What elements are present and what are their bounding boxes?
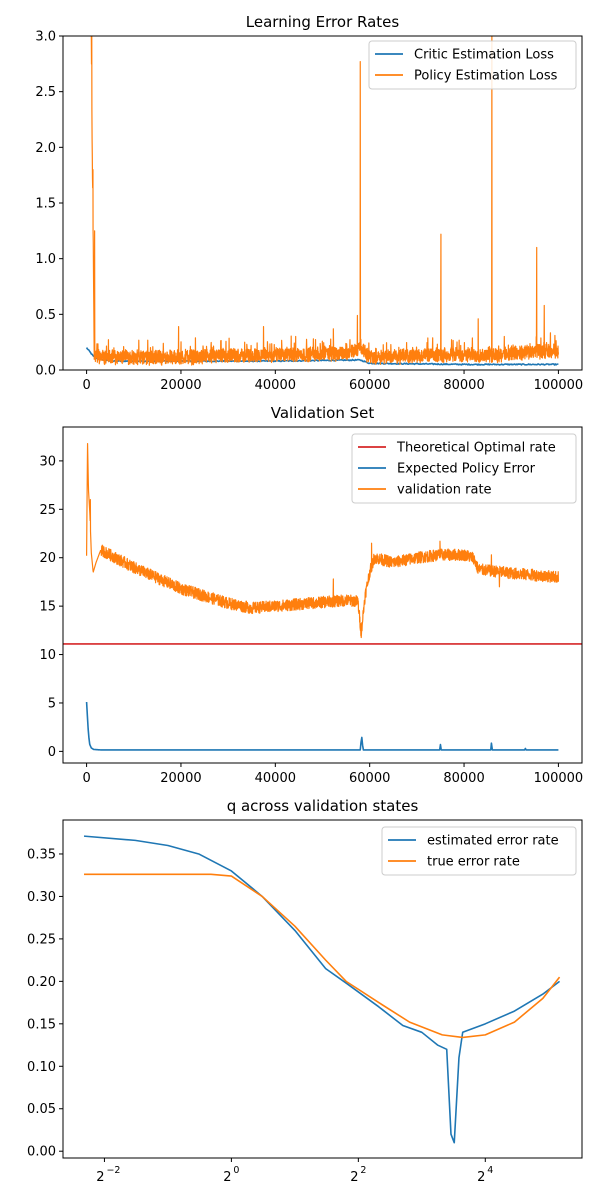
y-tick-label: 10: [39, 648, 56, 663]
series-line-true-error-rate: [84, 873, 561, 1039]
y-tick-label: 3.0: [35, 30, 56, 45]
x-tick-label-exponent: 2: [360, 1165, 366, 1176]
chart-title: Learning Error Rates: [246, 13, 400, 31]
y-tick-label: 0.0: [35, 364, 56, 379]
legend-box: [351, 433, 577, 504]
y-tick-label: 0.25: [27, 932, 56, 947]
x-tick-label: 100000: [534, 771, 584, 786]
x-tick-label: 60000: [349, 771, 390, 786]
y-tick-label: 0.05: [27, 1102, 56, 1117]
y-tick-label: 20: [39, 551, 56, 566]
series-line-expected-policy-error: [85, 701, 559, 751]
legend-box: [368, 40, 577, 90]
legend: estimated error rate true error rate: [381, 826, 577, 876]
x-tick-label: 20000: [160, 771, 201, 786]
x-tick-label: 40000: [255, 771, 296, 786]
y-tick-label: 0.30: [27, 890, 56, 905]
y-tick-label: 0.35: [27, 847, 56, 862]
legend-label: Theoretical Optimal rate: [396, 441, 556, 456]
x-tick-label-exponent: −2: [106, 1165, 120, 1176]
x-tick-label: 40000: [255, 378, 296, 393]
legend: Critic Estimation Loss Policy Estimation …: [368, 40, 577, 90]
series-line-policy-estimation-loss: [90, 36, 560, 366]
x-tick-label: 60000: [349, 378, 390, 393]
series-line-estimated-error-rate: [83, 835, 561, 1144]
x-tick-label: 80000: [443, 378, 484, 393]
x-tick-label: 100000: [534, 378, 584, 393]
series-line-validation-rate: [85, 442, 560, 639]
x-tick-label: 2: [477, 1170, 485, 1185]
y-tick-label: 0.15: [27, 1017, 56, 1032]
chart-panel-1: Learning Error Rates 0.0 0.5 1.0 1.5 2.0 2.5 3.…: [35, 13, 583, 393]
legend-box: [381, 826, 577, 876]
plot-area: [83, 835, 561, 1144]
plot-area: [85, 36, 560, 366]
y-tick-label: 2.0: [35, 141, 56, 156]
x-tick-label: 80000: [443, 771, 484, 786]
y-tick-label: 0.5: [35, 308, 56, 323]
y-tick-label: 25: [39, 503, 56, 518]
chart-title: q across validation states: [227, 797, 419, 815]
y-tick-label: 1.5: [35, 197, 56, 212]
legend-label: true error rate: [427, 855, 520, 870]
x-tick-label: 20000: [160, 378, 201, 393]
y-tick-label: 0.00: [27, 1145, 56, 1160]
y-tick-label: 0.10: [27, 1060, 56, 1075]
chart-panel-3: q across validation states 0.00 0.05 0.10 0.…: [27, 797, 583, 1185]
axes-frame: [62, 426, 583, 764]
y-tick-label: 30: [39, 454, 56, 469]
y-tick-label: 1.0: [35, 252, 56, 267]
legend-label: Critic Estimation Loss: [414, 48, 554, 63]
legend: Theoretical Optimal rate Expected Policy …: [351, 433, 577, 504]
x-tick-label: 2: [350, 1170, 358, 1185]
y-tick-label: 2.5: [35, 85, 56, 100]
y-tick-label: 0.20: [27, 975, 56, 990]
x-tick-label: 0: [82, 771, 90, 786]
legend-label: validation rate: [397, 483, 492, 498]
x-tick-label: 2: [223, 1170, 231, 1185]
plot-area: [63, 442, 582, 751]
legend-label: estimated error rate: [427, 834, 559, 849]
y-tick-label: 15: [39, 600, 56, 615]
y-tick-label: 0: [48, 745, 56, 760]
legend-label: Policy Estimation Loss: [414, 69, 558, 84]
chart-title: Validation Set: [271, 404, 375, 422]
x-tick-label: 2: [96, 1170, 104, 1185]
y-tick-label: 5: [48, 696, 56, 711]
x-tick-label-exponent: 4: [487, 1165, 493, 1176]
chart-panel-2: Validation Set 0 5 10 15 20 25 30 0 20000 40000 600…: [39, 404, 583, 786]
x-tick-label: 0: [82, 378, 90, 393]
x-tick-label-exponent: 0: [233, 1165, 239, 1176]
legend-label: Expected Policy Error: [397, 462, 536, 477]
axes-frame: [62, 819, 583, 1159]
